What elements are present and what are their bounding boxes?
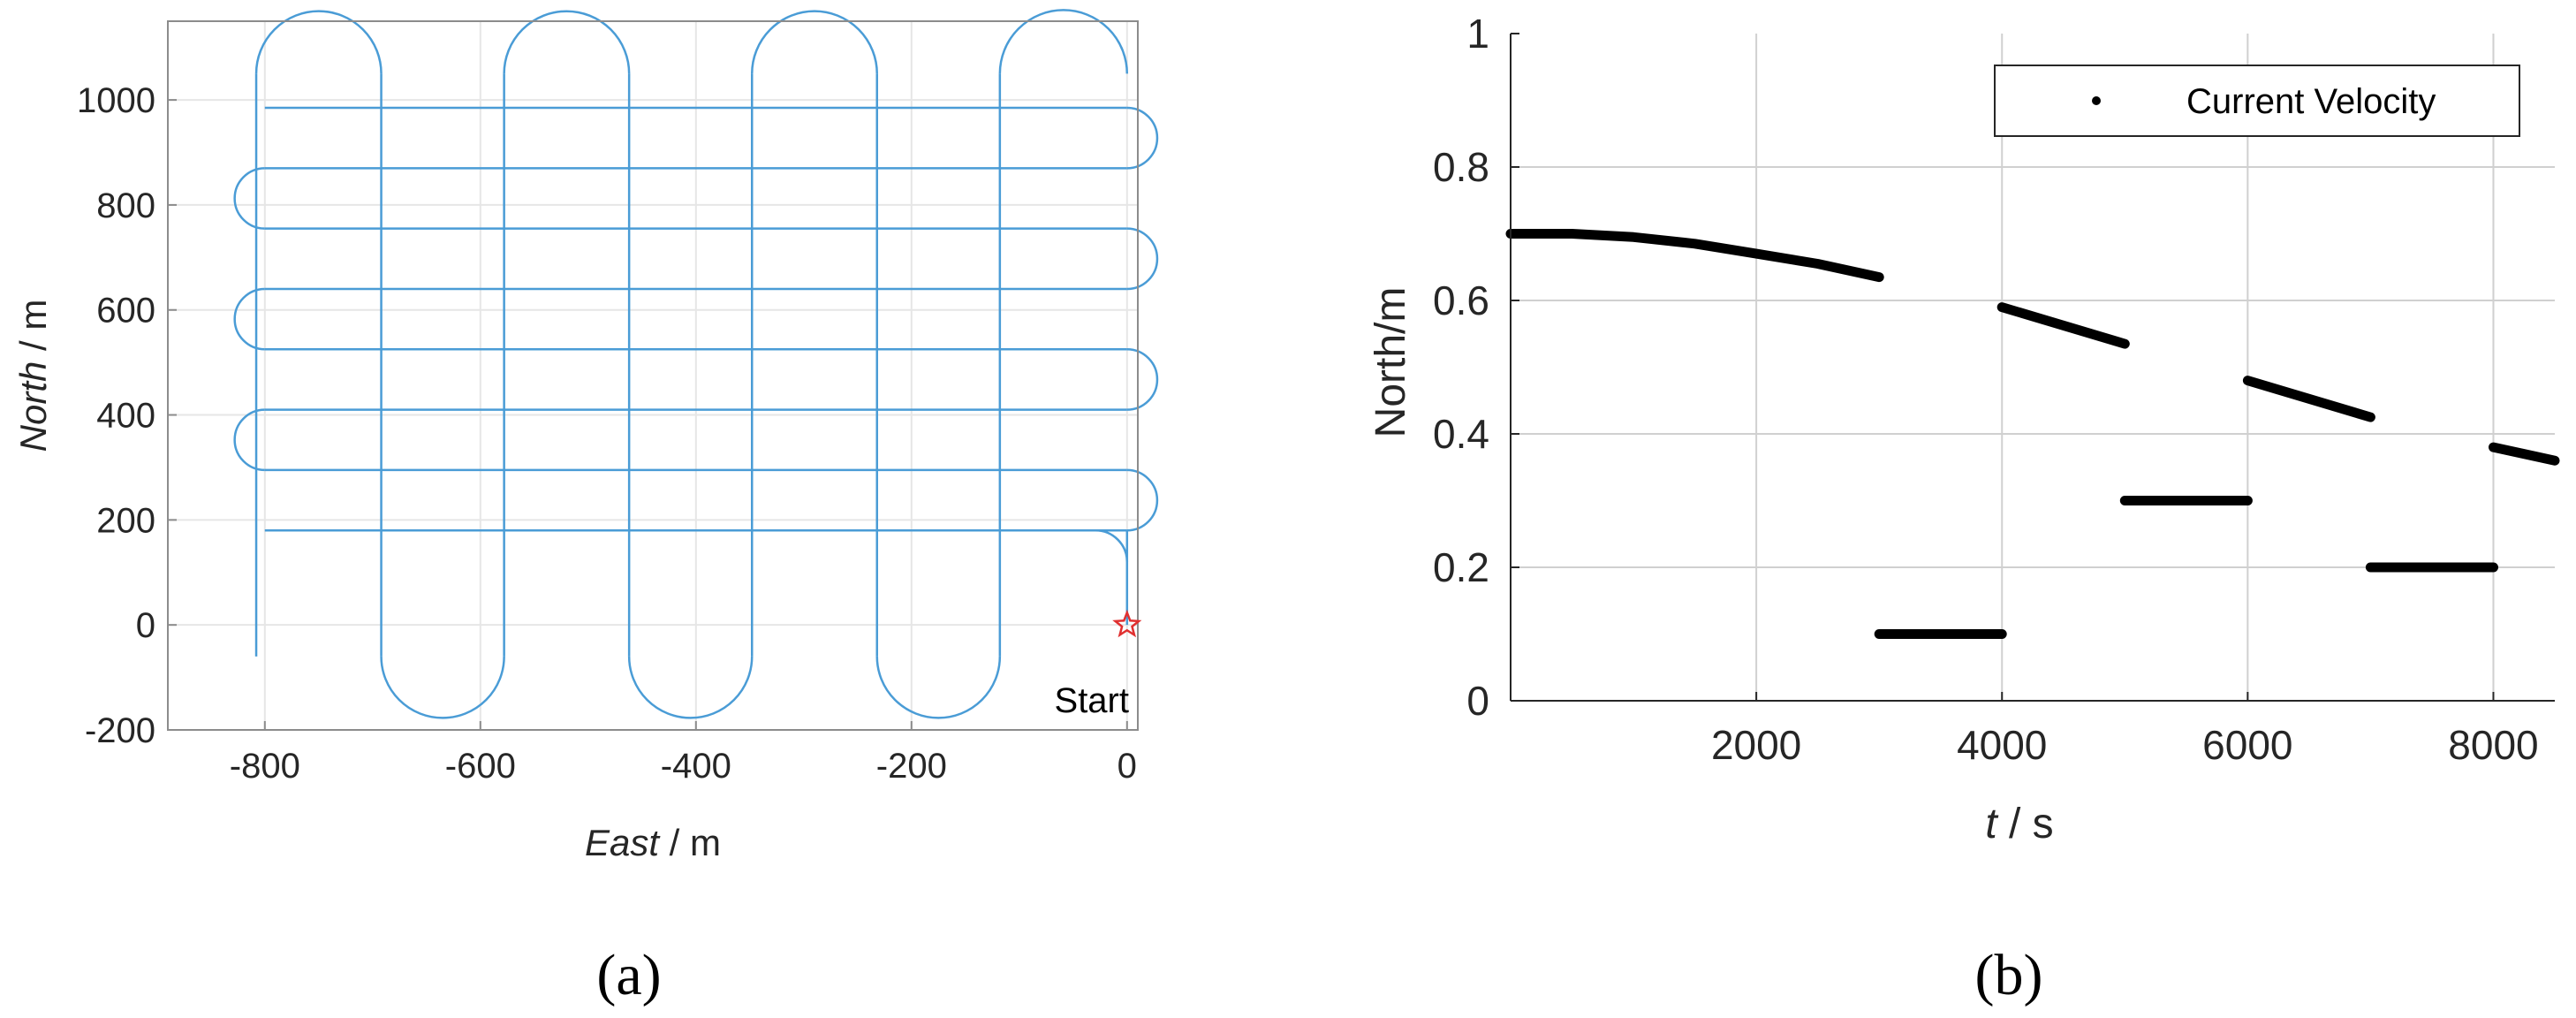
panel-a-y-axis-unit: / m: [12, 300, 54, 361]
panel-b-legend: Current Velocity: [1994, 65, 2520, 137]
panel-a-end-turn: [1126, 468, 1159, 532]
panel-a-x-tick-label: -400: [661, 747, 731, 786]
panel-a-x-axis-name: East: [585, 822, 661, 863]
panel-b-plot-area: [1511, 34, 2555, 701]
panel-b-legend-marker: [2092, 96, 2101, 105]
panel-a-frame: [167, 20, 1139, 731]
panel-b-y-tick-label: 0.8: [1433, 144, 1489, 190]
panel-a-end-turn: [233, 287, 265, 351]
panel-a-y-axis-name: North: [12, 361, 54, 452]
panel-a-x-tick-label: -800: [230, 747, 300, 786]
panel-a-top-turn: [998, 9, 1129, 74]
panel-a-x-tick-label: 0: [1118, 747, 1137, 786]
panel-a-caption: (a): [596, 943, 661, 1007]
panel-b-grid: [1511, 34, 2555, 701]
panel-b-y-tick-label: 1: [1466, 11, 1489, 57]
panel-a-y-ticks: -200 0 200 400 600 800 1000: [77, 81, 177, 750]
panel-a-x-axis-unit: / m: [659, 822, 721, 863]
panel-a-y-tick-label: 200: [96, 501, 155, 540]
panel-a-top-turn: [503, 10, 631, 74]
panel-b-series-current-velocity: [1505, 229, 2560, 639]
panel-b-legend-label: Current Velocity: [2186, 82, 2436, 121]
panel-a-end-turn: [1126, 106, 1159, 170]
panel-a-y-tick-label: -200: [85, 711, 155, 750]
panel-b-y-tick-label: 0.4: [1433, 411, 1489, 457]
panel-a-x-axis-label: East / m: [585, 822, 721, 863]
panel-b-caption: (b): [1975, 943, 2043, 1007]
panel-a-end-turn: [1126, 348, 1159, 411]
panel-a-bottom-turn: [380, 656, 505, 719]
panel-b-velocity-chart: 2000 4000 6000 8000 0 0.2 0.4 0.6 0.8 1 Current …: [1368, 11, 2560, 1007]
panel-b-data-segment-7: [2489, 442, 2560, 466]
panel-b-y-tick-label: 0: [1466, 678, 1489, 724]
panel-a-y-tick-label: 600: [96, 292, 155, 330]
panel-a-start-label: Start: [1055, 681, 1129, 720]
panel-b-data-segment-3: [1996, 302, 2130, 349]
panel-a-start-turn: [1095, 529, 1129, 562]
panel-a-x-ticks: -800 -600 -400 -200 0: [230, 721, 1137, 786]
panel-b-x-axis-label: t / s: [1985, 801, 2053, 847]
panel-a-top-turn: [254, 10, 383, 74]
panel-a-y-axis-label: North / m: [12, 300, 54, 452]
panel-a-bottom-turn: [627, 656, 754, 719]
panel-b-data-segment-1: [1505, 229, 1884, 283]
panel-a-x-tick-label: -200: [876, 747, 947, 786]
panel-a-trajectory-chart: -800 -600 -400 -200 0 -20002004006008001000 …: [12, 9, 1159, 1007]
panel-a-trajectory: [233, 9, 1159, 719]
panel-a-end-turn: [1126, 227, 1159, 291]
panel-b-x-tick-label: 4000: [1957, 722, 2047, 768]
panel-b-data-segment-5: [2242, 376, 2375, 422]
panel-b-y-ticks: 0 0.2 0.4 0.6 0.8 1: [1433, 11, 1519, 724]
panel-a-y-tick-label: 400: [96, 397, 155, 436]
panel-a-y-tick-label: 800: [96, 186, 155, 225]
panel-b-x-ticks: 2000 4000 6000 8000: [1711, 692, 2539, 768]
panel-b-x-axis-unit: / s: [1997, 801, 2054, 847]
panel-a-top-turn: [750, 10, 879, 74]
panel-b-y-axis-label: North/m: [1368, 287, 1414, 438]
panel-a-end-turn: [233, 408, 265, 472]
panel-a-bottom-turn: [875, 656, 1002, 719]
panel-a-x-tick-label: -600: [445, 747, 516, 786]
panel-b-legend-box: [1994, 65, 2520, 137]
panel-a-start-marker: [1112, 609, 1142, 638]
panel-a-y-tick-label: 0: [136, 606, 155, 645]
panel-a-y-tick-label: 1000: [77, 81, 155, 120]
panel-a-end-turn: [233, 167, 265, 230]
panel-a-start-star: [1112, 609, 1142, 638]
panel-b-y-tick-label: 0.6: [1433, 277, 1489, 323]
panel-a-plot-area: [168, 21, 1138, 730]
panel-b-y-tick-label: 0.2: [1433, 544, 1489, 590]
panel-b-x-tick-label: 8000: [2448, 722, 2538, 768]
panel-b-x-axis-name: t: [1985, 801, 1998, 847]
panel-b-x-tick-label: 2000: [1711, 722, 1801, 768]
panel-b-x-tick-label: 6000: [2202, 722, 2292, 768]
